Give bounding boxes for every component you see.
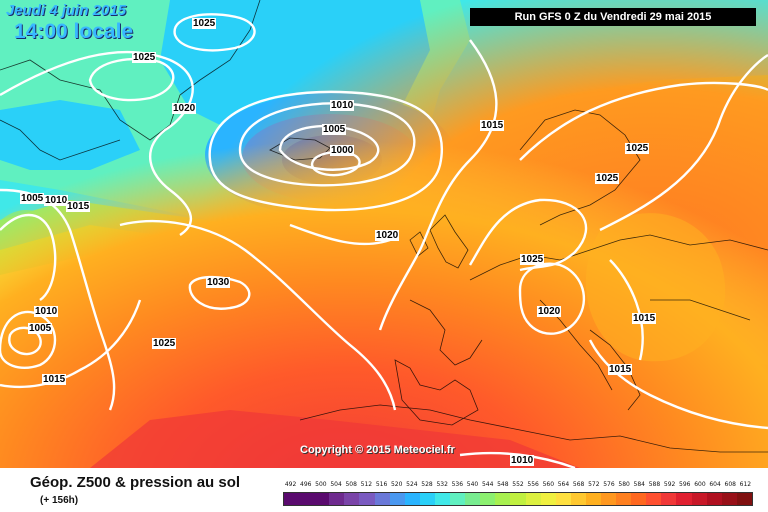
copyright-text: Copyright © 2015 Meteociel.fr (300, 444, 455, 456)
color-scale-cell (299, 493, 315, 505)
color-scale-cell (540, 493, 556, 505)
isobar-label: 1005 (322, 124, 347, 135)
isobar-label: 1015 (66, 201, 91, 212)
color-scale-cell (329, 493, 345, 505)
color-scale-label: 524 (406, 481, 418, 488)
isobar-label: 1025 (132, 52, 157, 63)
model-run-label: Run GFS 0 Z du Vendredi 29 mai 2015 (470, 8, 756, 26)
color-scale-label: 548 (497, 481, 509, 488)
color-scale-cell (631, 493, 647, 505)
isobar-label: 1025 (625, 143, 650, 154)
isobar-label: 1025 (152, 338, 177, 349)
color-scale-cell (616, 493, 632, 505)
color-scale-cell (419, 493, 435, 505)
color-scale-label: 596 (679, 481, 691, 488)
color-scale-label: 576 (603, 481, 615, 488)
color-scale-cell (389, 493, 405, 505)
isobar-label: 1015 (42, 374, 67, 385)
color-scale-label: 564 (557, 481, 570, 488)
color-scale-label: 580 (618, 481, 630, 488)
forecast-date: Jeudi 4 juin 2015 (6, 2, 127, 19)
color-scale-label: 496 (300, 481, 312, 488)
color-scale-label: 520 (390, 481, 403, 488)
isobar-label: 1010 (510, 455, 535, 466)
color-scale-labels: 492 496 500 504 508 512 516 520 524 528 532 536 540 5… (283, 481, 753, 491)
color-scale-label: 516 (375, 481, 388, 488)
color-scale-label: 512 (360, 481, 373, 488)
color-scale-label: 568 (572, 481, 585, 488)
legend-title: Géop. Z500 & pression au sol (30, 474, 241, 491)
isobar-label: 1005 (20, 193, 45, 204)
color-scale-cell (359, 493, 375, 505)
color-scale-bar (283, 492, 753, 506)
color-scale-label: 556 (527, 481, 539, 488)
isobar-label: 1015 (632, 313, 657, 324)
color-scale-label: 532 (436, 481, 448, 488)
color-scale-label: 592 (663, 481, 676, 488)
color-scale-cell (525, 493, 541, 505)
isobar-label: 1000 (330, 145, 355, 156)
color-scale-cell (676, 493, 692, 505)
color-scale-cell (510, 493, 526, 505)
color-scale-cell (691, 493, 707, 505)
color-scale-label: 536 (451, 481, 464, 488)
color-scale-cell (706, 493, 722, 505)
color-scale-label: 528 (421, 481, 433, 488)
color-scale-label: 612 (739, 481, 752, 488)
legend-panel: Géop. Z500 & pression au sol (+ 156h) 49… (0, 468, 768, 512)
isobar-label: 1010 (44, 195, 69, 206)
isobar-label: 1030 (206, 277, 231, 288)
isobar-label: 1010 (34, 306, 59, 317)
color-scale-cell (465, 493, 481, 505)
forecast-time: 14:00 locale (14, 20, 134, 43)
color-scale-cell (721, 493, 737, 505)
color-scale-label: 604 (709, 481, 721, 488)
isobar-label: 1020 (375, 230, 400, 241)
isobar-label: 1010 (330, 100, 355, 111)
color-scale-cell (600, 493, 617, 505)
color-scale-label: 584 (633, 481, 645, 488)
isobar-label: 1005 (28, 323, 53, 334)
color-scale-label: 540 (466, 481, 479, 488)
color-scale-cell (480, 493, 496, 505)
color-scale-label: 544 (481, 481, 494, 488)
color-scale-cell (314, 493, 330, 505)
color-scale-label: 600 (694, 481, 706, 488)
legend-subtitle: (+ 156h) (40, 495, 79, 506)
isobar-label: 1025 (192, 18, 217, 29)
color-scale-cell (555, 493, 571, 505)
color-scale-label: 560 (542, 481, 555, 488)
color-scale-cell (585, 493, 601, 505)
color-scale-label: 572 (588, 481, 600, 488)
color-scale-label: 588 (648, 481, 661, 488)
color-scale-cell (450, 493, 466, 505)
color-scale-cell (661, 493, 677, 505)
isobar-label: 1020 (172, 103, 197, 114)
color-scale-label: 500 (315, 481, 327, 488)
color-scale-label: 552 (512, 481, 524, 488)
color-scale-cell (374, 493, 390, 505)
color-scale-label: 492 (284, 481, 297, 488)
color-scale-cell (284, 493, 300, 505)
color-scale-label: 508 (345, 481, 357, 488)
color-scale-cell (570, 493, 586, 505)
isobar-label: 1020 (537, 306, 562, 317)
color-scale-cell (495, 493, 511, 505)
color-scale-cell (434, 493, 451, 505)
color-scale-label: 608 (724, 481, 736, 488)
isobar-label: 1015 (608, 364, 633, 375)
isobar-label: 1015 (480, 120, 505, 131)
color-scale-cell (344, 493, 360, 505)
isobar-label: 1025 (520, 254, 545, 265)
color-scale-cell (646, 493, 662, 505)
geopotential-field (0, 0, 768, 468)
color-scale-cell (404, 493, 420, 505)
isobar-label: 1025 (595, 173, 620, 184)
weather-map: Jeudi 4 juin 2015 14:00 locale Run GFS 0… (0, 0, 768, 468)
color-scale-cell (736, 493, 752, 505)
color-scale-label: 504 (330, 481, 342, 488)
